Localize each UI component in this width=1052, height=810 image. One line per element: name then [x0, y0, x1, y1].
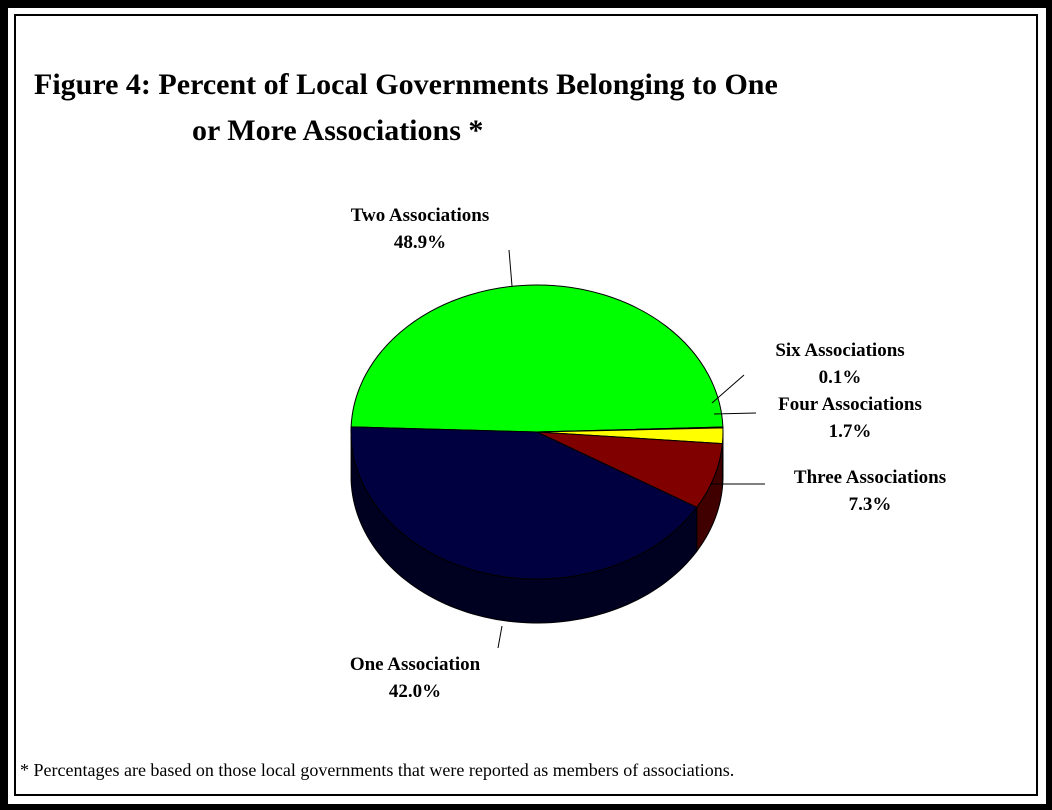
slice-value-one: 42.0%: [389, 681, 441, 702]
slice-label-three: Three Associations: [794, 467, 946, 488]
footnote: * Percentages are based on those local g…: [20, 760, 735, 780]
slice-value-four: 1.7%: [829, 421, 872, 442]
pie-slice-two: [350, 284, 724, 433]
slice-value-two: 48.9%: [394, 232, 446, 253]
pie-top: [350, 284, 724, 580]
leader-lines: [497, 249, 765, 649]
slice-labels: Two Associations 48.9% Six Associations …: [350, 205, 946, 702]
slice-label-two: Two Associations: [351, 205, 489, 226]
leader-line-two: [508, 249, 513, 287]
slice-value-three: 7.3%: [849, 494, 892, 515]
slice-value-six: 0.1%: [819, 367, 862, 388]
chart-title: Figure 4: Percent of Local Governments B…: [34, 62, 994, 154]
leader-line-six: [711, 374, 745, 404]
leader-line-four: [713, 412, 757, 415]
chart-title-line-2: or More Associations *: [192, 114, 484, 147]
slice-label-four: Four Associations: [778, 394, 922, 415]
inner-frame: [14, 14, 1038, 796]
leader-line-one: [497, 625, 503, 649]
slice-label-one: One Association: [350, 654, 481, 675]
slice-label-six: Six Associations: [775, 340, 904, 361]
chart-title-line-1: Figure 4: Percent of Local Governments B…: [34, 68, 778, 101]
pie-slice-one: [350, 426, 698, 580]
